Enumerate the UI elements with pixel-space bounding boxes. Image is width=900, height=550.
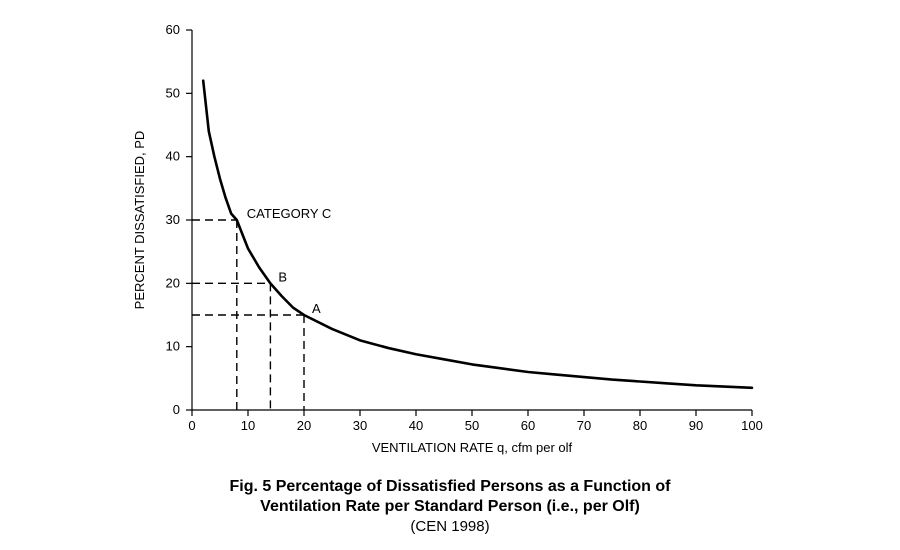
x-axis-label: VENTILATION RATE q, cfm per olf	[372, 440, 573, 455]
y-tick-label: 30	[166, 212, 180, 227]
x-tick-label: 10	[241, 418, 255, 433]
x-tick-label: 100	[741, 418, 763, 433]
x-tick-label: 90	[689, 418, 703, 433]
y-tick-label: 50	[166, 85, 180, 100]
caption-line-3: (CEN 1998)	[0, 518, 900, 535]
x-tick-label: 60	[521, 418, 535, 433]
caption-line-1: Fig. 5 Percentage of Dissatisfied Person…	[0, 478, 900, 496]
chart-svg: 0 10 20 30 40 50 60 70 80 90 100 0 10 20 30 40 50 60 VENTI…	[0, 0, 900, 550]
x-tick-label: 40	[409, 418, 423, 433]
caption-line-2: Ventilation Rate per Standard Person (i.…	[0, 498, 900, 516]
y-tick-label: 20	[166, 275, 180, 290]
x-tick-label: 50	[465, 418, 479, 433]
y-axis-label: PERCENT DISSATISFIED, PD	[132, 131, 147, 310]
x-tick-label: 70	[577, 418, 591, 433]
category-label: A	[312, 301, 321, 316]
y-tick-label: 10	[166, 339, 180, 354]
y-tick-label: 0	[173, 402, 180, 417]
x-tick-label: 80	[633, 418, 647, 433]
category-label: B	[278, 269, 287, 284]
figure-container: 0 10 20 30 40 50 60 70 80 90 100 0 10 20 30 40 50 60 VENTI…	[0, 0, 900, 550]
y-tick-label: 60	[166, 22, 180, 37]
category-label: CATEGORY C	[247, 206, 332, 221]
x-tick-label: 0	[188, 418, 195, 433]
dissatisfaction-curve	[203, 81, 752, 388]
x-tick-label: 30	[353, 418, 367, 433]
figure-caption: Fig. 5 Percentage of Dissatisfied Person…	[0, 478, 900, 535]
y-tick-label: 40	[166, 149, 180, 164]
x-tick-label: 20	[297, 418, 311, 433]
